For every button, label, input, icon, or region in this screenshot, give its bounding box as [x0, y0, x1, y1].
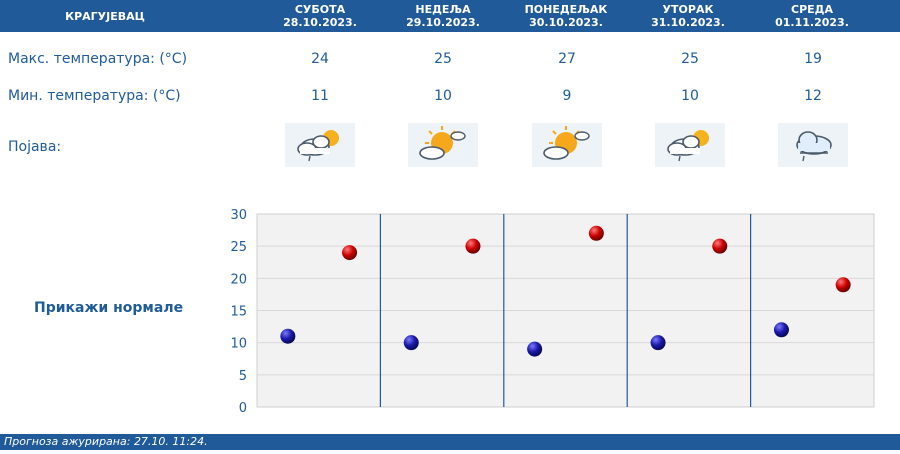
max-temp-point — [712, 238, 728, 254]
sun-cloud-icon — [532, 123, 602, 167]
day-name: НЕДЕЉА — [415, 3, 471, 16]
min-temp-value: 11 — [311, 88, 329, 104]
forecast-footer: Прогноза ажурирана: 27.10. 11:24. — [0, 434, 900, 450]
min-temp-label: Мин. температура: (°C) — [8, 88, 181, 104]
y-tick-label: 5 — [239, 369, 247, 384]
updated-value: 27.10. 11:24. — [133, 435, 208, 448]
day-name: СРЕДА — [791, 3, 833, 16]
y-tick-label: 0 — [239, 401, 247, 416]
grid-band — [257, 214, 874, 247]
day-header: УТОРАК 31.10.2023. — [648, 0, 728, 32]
min-temp-value: 12 — [804, 88, 822, 104]
grid-band — [257, 310, 874, 343]
day-date: 29.10.2023. — [406, 16, 480, 29]
grid-band — [257, 246, 874, 279]
max-temp-point — [835, 277, 851, 293]
y-tick-label: 25 — [230, 240, 247, 255]
max-temp-point — [342, 245, 358, 261]
day-header: СУБОТА 28.10.2023. — [280, 0, 360, 32]
max-temp-value: 27 — [558, 51, 576, 67]
city-name: КРАГУЈЕВАЦ — [65, 9, 145, 23]
max-temp-label: Макс. температура: (°C) — [8, 51, 188, 67]
min-temp-point — [403, 335, 419, 351]
min-temp-value: 9 — [562, 88, 572, 104]
day-date: 01.11.2023. — [775, 16, 849, 29]
grid-band — [257, 342, 874, 375]
y-tick-label: 15 — [230, 305, 247, 320]
phenomenon-label: Појава: — [8, 139, 62, 155]
updated-label: Прогноза ажурирана: — [4, 435, 131, 448]
grid-band — [257, 278, 874, 311]
max-temp-point — [465, 238, 481, 254]
grid-band — [257, 374, 874, 407]
min-temp-point — [650, 335, 666, 351]
day-date: 31.10.2023. — [651, 16, 725, 29]
min-temp-value: 10 — [681, 88, 699, 104]
min-temp-point — [773, 322, 789, 338]
day-header: НЕДЕЉА 29.10.2023. — [403, 0, 483, 32]
cloud-rain-icon — [778, 123, 848, 167]
day-date: 30.10.2023. — [529, 16, 603, 29]
sun-cloud-icon — [408, 123, 478, 167]
y-tick-label: 30 — [230, 208, 247, 223]
max-temp-value: 25 — [681, 51, 699, 67]
max-temp-value: 24 — [311, 51, 329, 67]
partly-cloudy-rain-icon — [655, 123, 725, 167]
max-temp-value: 25 — [434, 51, 452, 67]
y-tick-label: 10 — [230, 337, 247, 352]
y-tick-label: 20 — [230, 272, 247, 287]
max-temp-value: 19 — [804, 51, 822, 67]
day-date: 28.10.2023. — [283, 16, 357, 29]
day-name: ПОНЕДЕЉАК — [524, 3, 608, 16]
plot-border — [256, 213, 875, 408]
day-header: ПОНЕДЕЉАК 30.10.2023. — [521, 0, 611, 32]
min-temp-point — [280, 328, 296, 344]
temperature-chart: 0 5 10 15 20 25 30 — [230, 208, 875, 416]
forecast-header: КРАГУЈЕВАЦ СУБОТА 28.10.2023. НЕДЕЉА 29.… — [0, 0, 900, 32]
day-name: СУБОТА — [294, 3, 346, 16]
day-header: СРЕДА 01.11.2023. — [772, 0, 852, 32]
min-temp-point — [527, 341, 543, 357]
day-name: УТОРАК — [662, 3, 714, 16]
max-temp-point — [588, 225, 604, 241]
show-normals-button[interactable]: Прикажи нормале — [34, 300, 184, 316]
partly-cloudy-rain-icon — [285, 123, 355, 167]
min-temp-value: 10 — [434, 88, 452, 104]
